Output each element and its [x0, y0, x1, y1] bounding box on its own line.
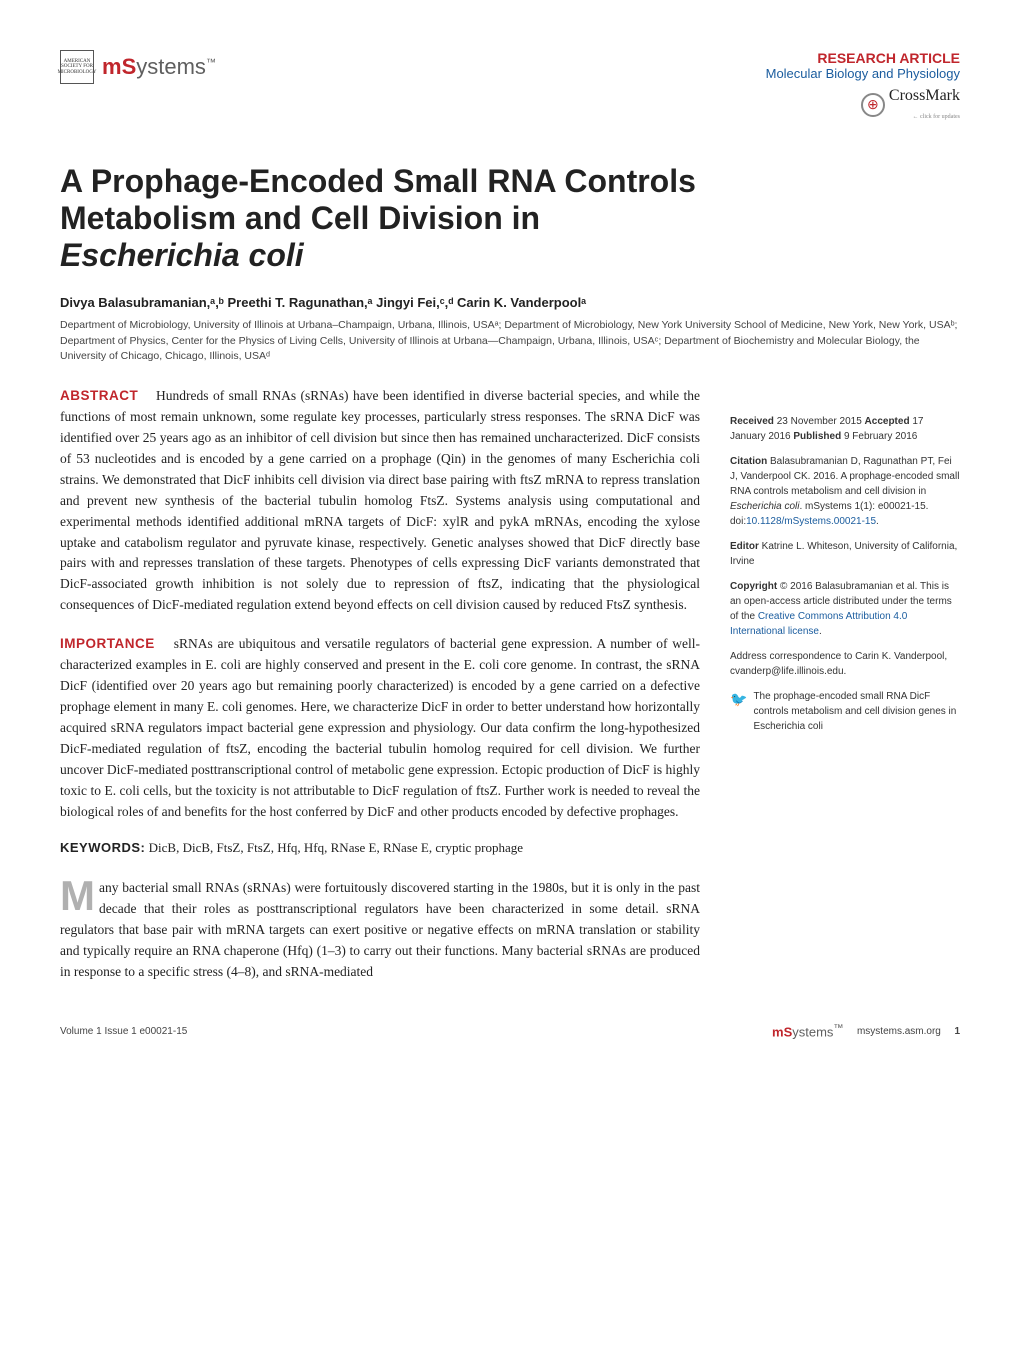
abstract-text: Hundreds of small RNAs (sRNAs) have been… [60, 388, 700, 612]
footer-url: msystems.asm.org [857, 1026, 941, 1037]
header-bar: AMERICAN SOCIETY FOR MICROBIOLOGY mSyste… [60, 50, 960, 123]
body-text: any bacterial small RNAs (sRNAs) were fo… [60, 880, 700, 979]
sidebar: Received 23 November 2015 Accepted 17 Ja… [730, 386, 960, 983]
keywords-text: DicB, DicB, FtsZ, FtsZ, Hfq, Hfq, RNase … [149, 840, 523, 855]
crossmark[interactable]: ⊕ CrossMark ← click for updates [766, 87, 960, 123]
received-block: Received 23 November 2015 Accepted 17 Ja… [730, 414, 960, 444]
license-link[interactable]: Creative Commons Attribution 4.0 Interna… [730, 611, 907, 637]
main-column: ABSTRACT Hundreds of small RNAs (sRNAs) … [60, 386, 700, 983]
page-footer: Volume 1 Issue 1 e00021-15 mSystems™ msy… [60, 1023, 960, 1039]
asm-logo: AMERICAN SOCIETY FOR MICROBIOLOGY [60, 50, 94, 84]
tweet-text: The prophage-encoded small RNA DicF cont… [753, 689, 960, 734]
abstract-block: ABSTRACT Hundreds of small RNAs (sRNAs) … [60, 386, 700, 616]
doi-link[interactable]: 10.1128/mSystems.00021-15 [746, 516, 876, 527]
twitter-icon: 🐦 [730, 689, 747, 710]
tweet-block: 🐦 The prophage-encoded small RNA DicF co… [730, 689, 960, 734]
journal-logo: mSystems™ [102, 54, 216, 80]
authors: Divya Balasubramanian,ᵃ,ᵇ Preethi T. Rag… [60, 295, 960, 310]
article-type: RESEARCH ARTICLE [766, 50, 960, 66]
two-column-layout: ABSTRACT Hundreds of small RNAs (sRNAs) … [60, 386, 960, 983]
crossmark-label: CrossMark [889, 87, 960, 104]
importance-text: sRNAs are ubiquitous and versatile regul… [60, 636, 700, 818]
citation-block: Citation Balasubramanian D, Ragunathan P… [730, 454, 960, 529]
logo-group: AMERICAN SOCIETY FOR MICROBIOLOGY mSyste… [60, 50, 216, 84]
correspondence-block: Address correspondence to Carin K. Vande… [730, 649, 960, 679]
editor-block: Editor Katrine L. Whiteson, University o… [730, 539, 960, 569]
importance-label: IMPORTANCE [60, 636, 155, 651]
abstract-label: ABSTRACT [60, 388, 138, 403]
footer-page: 1 [954, 1026, 960, 1037]
crossmark-sublabel: ← click for updates [913, 114, 960, 120]
keywords-block: KEYWORDS: DicB, DicB, FtsZ, FtsZ, Hfq, H… [60, 840, 700, 856]
article-title: A Prophage-Encoded Small RNA Controls Me… [60, 163, 960, 273]
keywords-label: KEYWORDS: [60, 840, 145, 855]
copyright-block: Copyright © 2016 Balasubramanian et al. … [730, 579, 960, 639]
importance-block: IMPORTANCE sRNAs are ubiquitous and vers… [60, 634, 700, 822]
section-name: Molecular Biology and Physiology [766, 66, 960, 81]
dropcap: M [60, 878, 99, 914]
crossmark-icon: ⊕ [861, 93, 885, 117]
footer-right: mSystems™ msystems.asm.org 1 [772, 1023, 960, 1039]
header-right: RESEARCH ARTICLE Molecular Biology and P… [766, 50, 960, 123]
footer-left: Volume 1 Issue 1 e00021-15 [60, 1026, 187, 1037]
affiliations: Department of Microbiology, University o… [60, 318, 960, 364]
body-paragraph: Many bacterial small RNAs (sRNAs) were f… [60, 878, 700, 983]
